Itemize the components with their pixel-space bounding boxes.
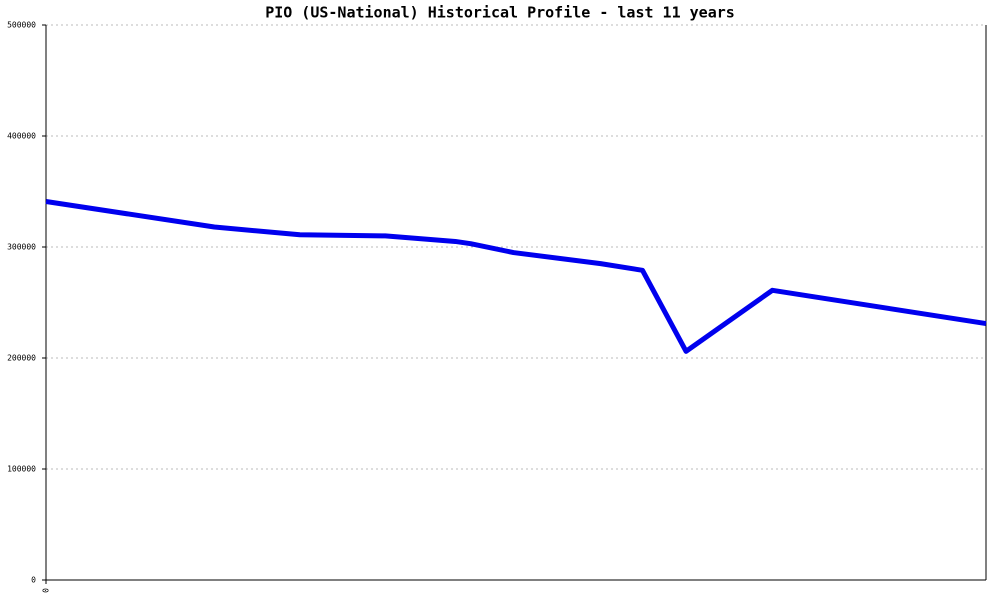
y-tick-label: 400000: [7, 132, 36, 141]
y-tick-label: 0: [31, 576, 36, 585]
y-tick-label: 300000: [7, 243, 36, 252]
y-tick-label: 200000: [7, 354, 36, 363]
x-tick-label: 0: [42, 588, 51, 593]
plot-area: 0 100000 200000 300000 400000 500000 0: [7, 21, 987, 593]
data-line: [45, 199, 987, 354]
y-tick-label: 100000: [7, 465, 36, 474]
y-tick-label: 500000: [7, 21, 36, 30]
chart-title: PIO (US-National) Historical Profile - l…: [265, 4, 735, 22]
